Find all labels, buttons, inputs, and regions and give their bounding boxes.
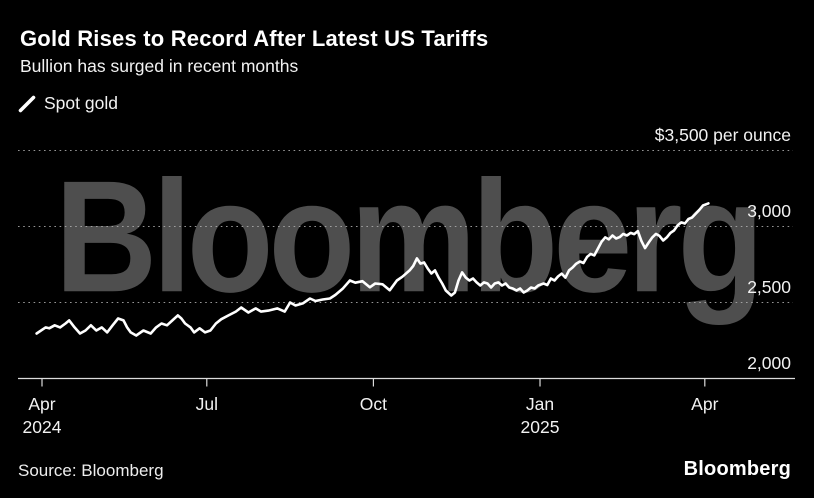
- x-axis-year-label: 2024: [22, 417, 62, 437]
- spot-gold-line-marker-icon: [18, 95, 36, 112]
- x-axis-label: Apr: [691, 394, 719, 414]
- page-subtitle: Bullion has surged in recent months: [20, 56, 299, 76]
- y-axis-label: 2,500: [747, 276, 791, 297]
- x-axis-label: Jul: [195, 394, 218, 414]
- source-text: Source: Bloomberg: [18, 461, 164, 480]
- bloomberg-watermark: Bloomberg: [54, 147, 764, 326]
- bloomberg-logo: Bloomberg: [683, 458, 791, 480]
- y-axis-label: 2,000: [747, 352, 791, 373]
- x-axis-year-label: 2025: [520, 417, 560, 437]
- y-axis-label: $3,500 per ounce: [654, 124, 791, 145]
- y-axis-label: 3,000: [747, 200, 791, 221]
- gold-price-line: [35, 202, 710, 337]
- legend: Spot gold: [18, 93, 118, 114]
- page-title: Gold Rises to Record After Latest US Tar…: [20, 26, 489, 51]
- x-axis-label: Jan: [525, 394, 555, 414]
- x-axis-label: Apr: [28, 394, 56, 414]
- legend-label: Spot gold: [44, 93, 118, 113]
- x-axis-label: Oct: [359, 394, 387, 414]
